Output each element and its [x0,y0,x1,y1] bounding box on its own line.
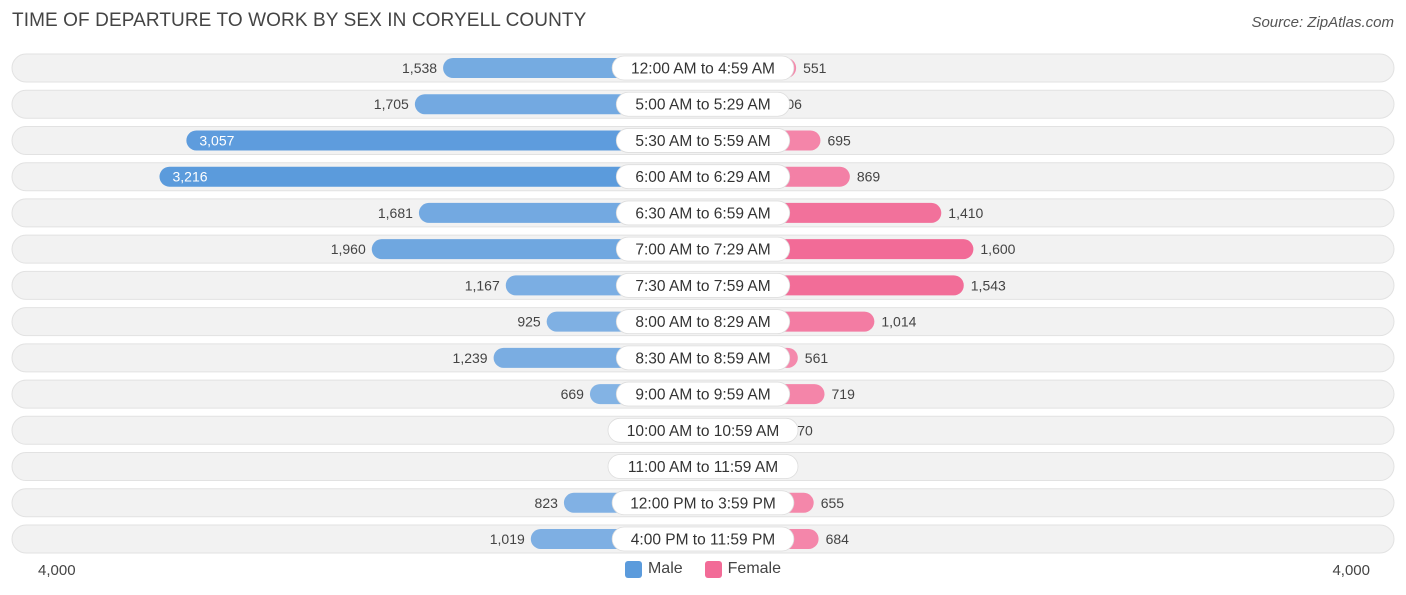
legend-swatch-female [704,560,722,578]
female-value-label: 1,600 [980,241,1015,257]
legend-label-female: Female [727,560,782,577]
male-value-label: 1,167 [465,277,500,293]
female-value-label: 719 [832,386,856,402]
female-value-label: 869 [857,169,881,185]
category-pill [611,526,795,552]
category-label: 10:00 AM to 10:59 AM [627,423,780,440]
category-label: 6:00 AM to 6:29 AM [635,169,770,186]
category-label: 7:30 AM to 7:59 AM [635,278,770,295]
male-value-label: 3,216 [172,169,207,185]
category-pill [611,55,795,81]
category-label: 12:00 AM to 4:59 AM [631,61,775,78]
category-pill [615,236,791,262]
category-pill [615,345,791,371]
category-pill [611,490,795,516]
category-label: 8:30 AM to 8:59 AM [635,350,770,367]
category-label: 5:00 AM to 5:29 AM [635,97,770,114]
male-bar [159,166,704,187]
female-value-label: 1,410 [948,205,983,221]
legend-item-female: Female [704,560,782,578]
category-label: 11:00 AM to 11:59 AM [628,459,778,476]
female-value-label: 561 [805,350,829,366]
male-value-label: 1,705 [374,96,409,112]
legend-item-male: Male [624,560,683,578]
legend: Male Female [0,560,1406,578]
source-label: Source: ZipAtlas.com [1251,14,1394,31]
axis-label-right: 4,000 [1332,562,1370,579]
category-label: 12:00 PM to 3:59 PM [630,495,776,512]
legend-label-male: Male [647,560,683,577]
category-pill [615,91,791,117]
female-value-label: 551 [803,60,827,76]
male-value-label: 1,538 [402,60,437,76]
category-label: 5:30 AM to 5:59 AM [635,133,770,150]
female-value-label: 684 [826,531,850,547]
male-value-label: 669 [561,386,585,402]
category-label: 6:30 AM to 6:59 AM [635,205,770,222]
male-value-label: 3,057 [199,132,234,148]
male-value-label: 1,239 [453,350,488,366]
category-pill [607,417,799,443]
legend-swatch-male [624,560,642,578]
male-value-label: 1,681 [378,205,413,221]
category-pill [615,200,791,226]
category-pill [615,309,791,335]
male-bar [186,130,703,151]
male-value-label: 1,960 [331,241,366,257]
category-pill [615,128,791,153]
category-pill [615,272,791,298]
male-value-label: 1,019 [490,531,525,547]
male-value-label: 925 [517,314,541,330]
female-value-label: 655 [821,495,845,511]
chart-title: TIME OF DEPARTURE TO WORK BY SEX IN CORY… [12,10,587,31]
category-pill [615,381,791,407]
category-pill [615,164,791,190]
female-value-label: 1,014 [881,314,916,330]
category-label: 8:00 AM to 8:29 AM [635,314,770,331]
category-pill [607,454,799,479]
male-value-label: 823 [535,495,559,511]
category-label: 7:00 AM to 7:29 AM [635,242,770,259]
female-value-label: 1,543 [971,277,1006,293]
axis-label-left: 4,000 [38,562,76,579]
category-label: 9:00 AM to 9:59 AM [635,387,770,404]
category-label: 4:00 PM to 11:59 PM [631,531,775,548]
female-value-label: 695 [827,132,851,148]
